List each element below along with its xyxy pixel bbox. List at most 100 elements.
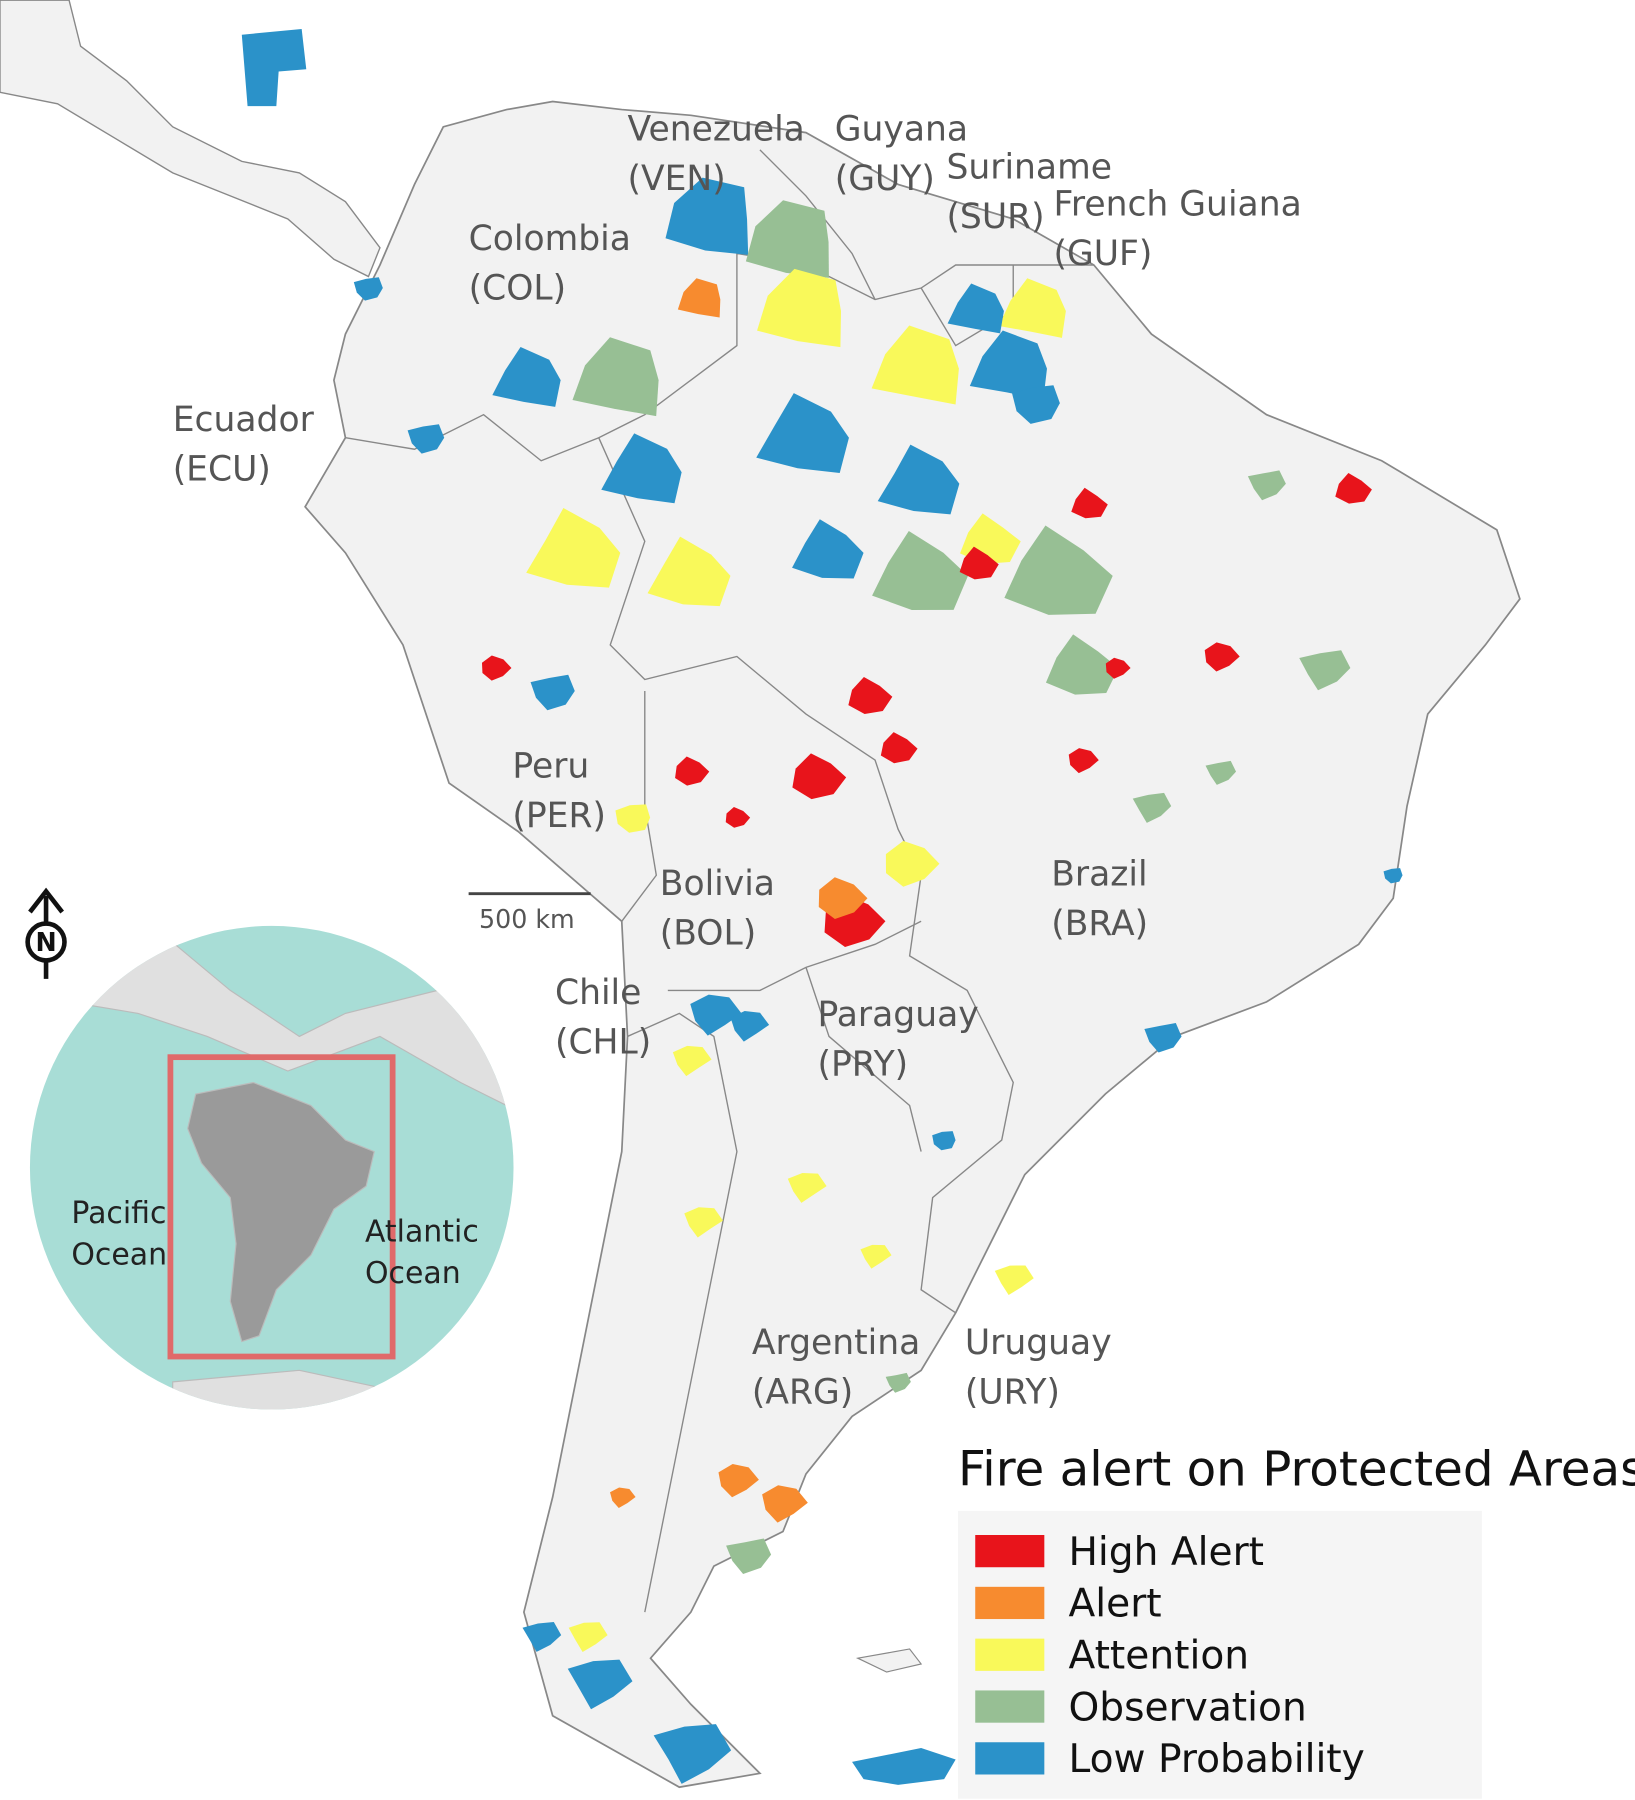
country-name: Colombia	[469, 219, 631, 259]
country-name: Venezuela	[628, 110, 805, 150]
country-name: Ecuador	[173, 400, 315, 440]
protected-area	[1205, 760, 1237, 785]
protected-area	[677, 278, 721, 318]
legend-title: Fire alert on Protected Areas	[958, 1441, 1635, 1497]
legend-swatch	[975, 1690, 1045, 1723]
country-code: (COL)	[469, 269, 566, 309]
protected-area	[787, 1172, 827, 1203]
protected-area	[1068, 748, 1099, 774]
legend-swatch	[975, 1742, 1045, 1775]
protected-area	[615, 804, 651, 833]
protected-area	[885, 1372, 911, 1393]
country-name: Chile	[555, 973, 641, 1013]
country-name: Suriname	[946, 148, 1112, 188]
protected-area	[726, 1538, 772, 1575]
protected-area	[492, 346, 561, 407]
protected-area	[756, 393, 849, 473]
scale-bar-label: 500 km	[479, 904, 575, 934]
protected-area	[522, 1622, 562, 1652]
protected-area	[969, 330, 1047, 401]
country-name: French Guiana	[1054, 184, 1302, 224]
protected-area	[1004, 525, 1113, 615]
country-code: (CHL)	[555, 1023, 651, 1063]
country-code: (URY)	[965, 1373, 1060, 1413]
ocean-label: Ocean	[365, 1256, 461, 1291]
protected-area	[730, 1010, 770, 1042]
protected-area	[757, 268, 841, 348]
protected-area	[1204, 642, 1240, 672]
legend-swatch	[975, 1638, 1045, 1671]
south-america	[304, 100, 1521, 1789]
country-name: Peru	[512, 746, 589, 786]
country-code: (ARG)	[752, 1373, 853, 1413]
country-code: (BOL)	[660, 913, 756, 953]
protected-areas	[353, 177, 1403, 1784]
protected-area	[994, 1265, 1034, 1296]
inset-globe: Pacific Ocean Atlantic Ocean	[29, 925, 514, 1410]
legend-label: Alert	[1069, 1582, 1162, 1627]
protected-area	[762, 1485, 808, 1523]
country-code: (GUF)	[1054, 234, 1153, 274]
protected-area	[1299, 650, 1351, 691]
protected-area	[684, 1207, 723, 1238]
protected-area	[871, 325, 959, 405]
country-code: (PRY)	[818, 1045, 909, 1085]
protected-area	[653, 1724, 732, 1784]
protected-area	[568, 1622, 608, 1652]
protected-area	[885, 840, 940, 887]
protected-area	[407, 424, 445, 454]
ocean-label: Pacific	[71, 1196, 166, 1231]
country-code: (ECU)	[173, 449, 271, 489]
protected-area	[572, 337, 659, 417]
island	[852, 1748, 956, 1785]
protected-area	[1105, 657, 1131, 679]
ocean-label: Atlantic	[365, 1214, 479, 1249]
protected-area	[745, 200, 829, 278]
protected-area	[998, 278, 1066, 338]
legend-label: Low Probability	[1069, 1737, 1365, 1782]
protected-area	[877, 444, 960, 515]
protected-area	[959, 546, 999, 580]
country-name: Guyana	[835, 110, 968, 150]
protected-area	[818, 877, 868, 919]
protected-area	[601, 433, 682, 504]
country-name: Paraguay	[818, 995, 979, 1035]
country-name: Brazil	[1051, 855, 1147, 895]
protected-area	[530, 674, 575, 711]
country-code: (GUY)	[835, 159, 935, 199]
country-name: Argentina	[752, 1323, 920, 1363]
legend-swatch	[975, 1535, 1045, 1568]
protected-area	[647, 536, 731, 607]
protected-area	[947, 283, 1004, 334]
island	[241, 28, 307, 107]
protected-area	[353, 277, 383, 301]
legend-background	[957, 1510, 1482, 1799]
central-america	[0, 0, 381, 278]
protected-area	[1132, 792, 1172, 823]
protected-area	[675, 756, 710, 786]
ocean-label: Ocean	[71, 1237, 167, 1272]
island	[855, 1648, 923, 1673]
protected-area	[718, 1463, 759, 1498]
protected-area	[526, 508, 621, 588]
protected-area	[1012, 385, 1060, 424]
protected-area	[672, 1045, 712, 1077]
protected-area	[872, 530, 968, 610]
country-code: (PER)	[512, 796, 606, 836]
protected-area	[1071, 487, 1108, 519]
country-code: (SUR)	[946, 197, 1044, 237]
north-arrow: N	[25, 887, 67, 979]
north-label: N	[35, 927, 56, 957]
legend-label: High Alert	[1069, 1530, 1265, 1575]
protected-area	[481, 655, 512, 681]
country-code: (VEN)	[628, 159, 726, 199]
protected-area	[932, 1131, 956, 1151]
country-code: (BRA)	[1051, 904, 1148, 944]
protected-area	[880, 732, 918, 764]
protected-area	[725, 806, 751, 828]
protected-area	[1144, 1022, 1182, 1053]
protected-area	[848, 676, 893, 715]
protected-area	[1247, 470, 1286, 501]
protected-area	[567, 1659, 633, 1710]
